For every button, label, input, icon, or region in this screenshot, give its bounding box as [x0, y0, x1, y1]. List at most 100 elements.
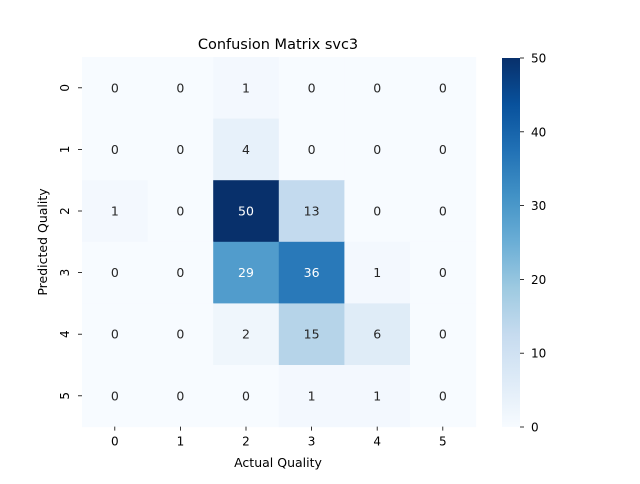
cell-value-r5-c1: 0	[176, 388, 184, 403]
cell-value-r1-c3: 0	[308, 142, 316, 157]
heatmap-cell-r2-c1	[147, 180, 214, 243]
heatmap-cell-r3-c2	[213, 241, 280, 304]
heatmap-cell-r0-c1	[147, 57, 214, 120]
heatmap-cell-r1-c1	[147, 118, 214, 181]
x-tick-label-2: 2	[242, 435, 250, 449]
cell-value-r4-c4: 6	[373, 327, 381, 342]
heatmap-cell-r1-c4	[344, 118, 411, 181]
heatmap-cell-r0-c5	[410, 57, 477, 120]
cell-value-r4-c5: 0	[439, 327, 447, 342]
heatmap-cell-r0-c0	[82, 57, 149, 120]
heatmap-cell-r4-c5	[410, 303, 477, 366]
cell-value-r1-c1: 0	[176, 142, 184, 157]
cell-annotations: 0 0 1 0 0 0 0 0 4 0 0 0 1 0 50 13 0 0 0 0 29 36 1 0 0 0 2 15 6 0 0 0 0 1 1…	[111, 80, 447, 403]
colorbar-axis: 0 10 20 30 40 50	[520, 52, 546, 435]
heatmap-cell-r5-c0	[82, 365, 149, 428]
chart-title: Confusion Matrix svc3	[198, 37, 358, 53]
y-tick-label-3: 3	[58, 269, 72, 277]
cell-value-r1-c2: 4	[242, 142, 250, 157]
heatmap-cell-r4-c4	[344, 303, 411, 366]
heatmap-cell-r0-c2	[213, 57, 280, 120]
heatmap-cell-r5-c3	[278, 365, 345, 428]
colorbar-tick-label-5: 50	[531, 52, 546, 66]
heatmap-cell-r3-c0	[82, 241, 149, 304]
colorbar-tick-label-4: 40	[531, 125, 546, 139]
y-tick-label-5: 5	[58, 392, 72, 400]
cell-value-r5-c5: 0	[439, 388, 447, 403]
heatmap-cell-r4-c3	[278, 303, 345, 366]
y-tick-label-4: 4	[58, 330, 72, 338]
heatmap-cell-r1-c0	[82, 118, 149, 181]
cell-value-r2-c3: 13	[304, 204, 320, 219]
cell-value-r1-c0: 0	[111, 142, 119, 157]
heatmap-cell-r5-c4	[344, 365, 411, 428]
heatmap-cell-r2-c2	[213, 180, 280, 243]
cell-value-r1-c4: 0	[373, 142, 381, 157]
cell-value-r3-c2: 29	[238, 265, 254, 280]
x-tick-label-1: 1	[177, 435, 185, 449]
heatmap-cell-r2-c5	[410, 180, 477, 243]
cell-value-r5-c3: 1	[308, 388, 316, 403]
cell-value-r3-c4: 1	[373, 265, 381, 280]
cell-value-r0-c0: 0	[111, 80, 119, 95]
heatmap-cell-r3-c4	[344, 241, 411, 304]
cell-value-r5-c0: 0	[111, 388, 119, 403]
y-axis-label: Predicted Quality	[35, 188, 50, 296]
heatmap-cell-r5-c5	[410, 365, 477, 428]
cell-value-r2-c1: 0	[176, 204, 184, 219]
cell-value-r2-c2: 50	[238, 204, 254, 219]
cell-value-r0-c3: 0	[308, 80, 316, 95]
heatmap-cells	[82, 57, 477, 428]
heatmap-cell-r0-c3	[278, 57, 345, 120]
heatmap-cell-r1-c3	[278, 118, 345, 181]
heatmap-cell-r3-c3	[278, 241, 345, 304]
cell-value-r4-c1: 0	[176, 327, 184, 342]
heatmap-cell-r4-c0	[82, 303, 149, 366]
cell-value-r4-c2: 2	[242, 327, 250, 342]
cell-value-r4-c3: 15	[304, 327, 320, 342]
heatmap-cell-r4-c1	[147, 303, 214, 366]
colorbar-tick-label-3: 30	[531, 199, 546, 213]
colorbar	[502, 58, 520, 427]
cell-value-r2-c0: 1	[111, 204, 119, 219]
heatmap-cell-r1-c2	[213, 118, 280, 181]
cell-value-r0-c5: 0	[439, 80, 447, 95]
heatmap-cell-r2-c4	[344, 180, 411, 243]
heatmap-cell-r3-c1	[147, 241, 214, 304]
x-axis-label: Actual Quality	[234, 455, 322, 470]
cell-value-r2-c5: 0	[439, 204, 447, 219]
x-tick-label-5: 5	[439, 435, 447, 449]
cell-value-r2-c4: 0	[373, 204, 381, 219]
heatmap-cell-r5-c2	[213, 365, 280, 428]
y-tick-label-2: 2	[58, 207, 72, 215]
cell-value-r5-c2: 0	[242, 388, 250, 403]
cell-value-r3-c5: 0	[439, 265, 447, 280]
cell-value-r1-c5: 0	[439, 142, 447, 157]
cell-value-r0-c1: 0	[176, 80, 184, 95]
y-tick-label-1: 1	[58, 146, 72, 154]
x-tick-label-0: 0	[111, 435, 119, 449]
x-tick-label-3: 3	[308, 435, 316, 449]
x-tick-label-4: 4	[373, 435, 381, 449]
cell-value-r4-c0: 0	[111, 327, 119, 342]
heatmap-cell-r2-c3	[278, 180, 345, 243]
cell-value-r5-c4: 1	[373, 388, 381, 403]
heatmap-cell-r4-c2	[213, 303, 280, 366]
cell-value-r3-c1: 0	[176, 265, 184, 280]
heatmap-cell-r0-c4	[344, 57, 411, 120]
colorbar-tick-label-0: 0	[531, 421, 539, 435]
y-tick-label-0: 0	[58, 84, 72, 92]
cell-value-r0-c4: 0	[373, 80, 381, 95]
colorbar-tick-label-1: 10	[531, 347, 546, 361]
heatmap-cell-r5-c1	[147, 365, 214, 428]
heatmap-cell-r1-c5	[410, 118, 477, 181]
cell-value-r3-c0: 0	[111, 265, 119, 280]
colorbar-tick-label-2: 20	[531, 273, 546, 287]
heatmap-cell-r3-c5	[410, 241, 477, 304]
cell-value-r3-c3: 36	[304, 265, 320, 280]
heatmap-cell-r2-c0	[82, 180, 149, 243]
cell-value-r0-c2: 1	[242, 80, 250, 95]
